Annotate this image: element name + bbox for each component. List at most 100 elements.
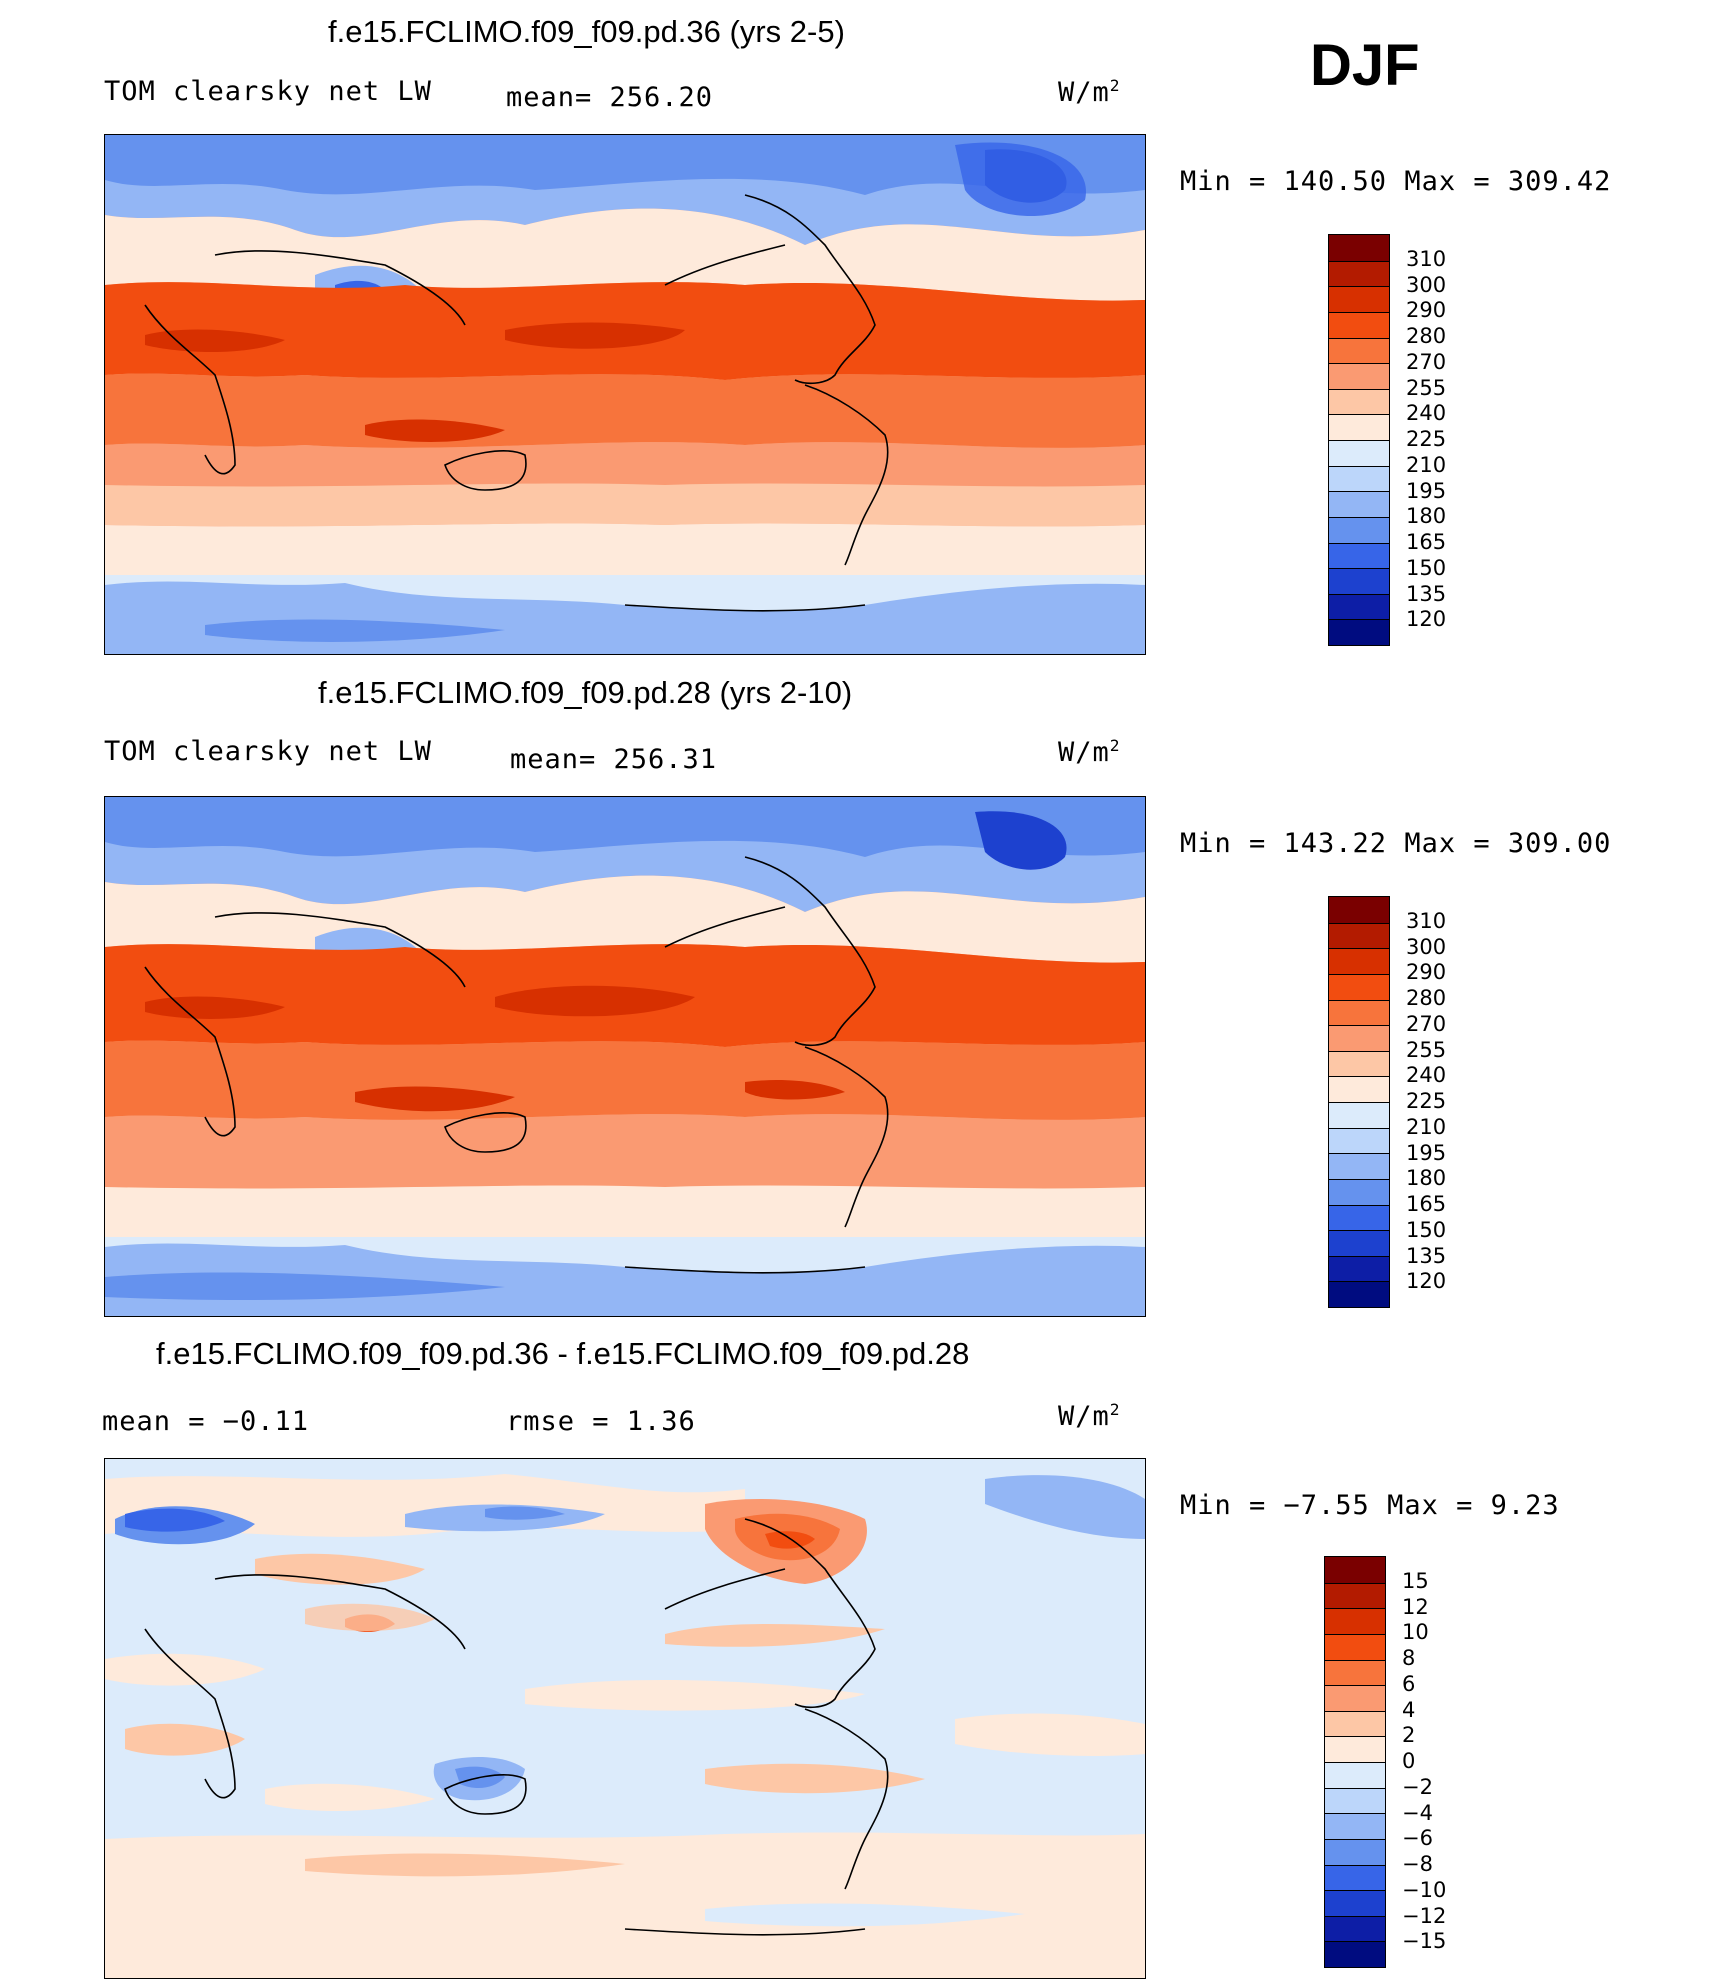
colorbar-swatch (1329, 1204, 1389, 1231)
units-label: W/m2 (1058, 76, 1121, 108)
colorbar-swatch (1325, 1864, 1385, 1891)
colorbar-swatch (1329, 542, 1389, 569)
colorbar-tick-label: 310 (1406, 246, 1447, 271)
colorbar-swatch (1325, 1608, 1385, 1634)
min-max-label: Min = −7.55 Max = 9.23 (1180, 1490, 1560, 1521)
colorbar-tick-label: 255 (1406, 1037, 1447, 1062)
colorbar-swatch (1325, 1890, 1385, 1916)
colorbar-tick-label: 6 (1402, 1671, 1416, 1696)
units-label: W/m2 (1058, 736, 1121, 768)
colorbar-tick-label: 240 (1406, 401, 1447, 426)
colorbar-swatch (1329, 1153, 1389, 1179)
colorbar-tick-label: −2 (1402, 1774, 1433, 1799)
colorbar-swatch (1325, 1941, 1385, 1967)
colorbar-tick-label: 210 (1406, 452, 1447, 477)
colorbar-swatch (1329, 922, 1389, 949)
colorbar-tick-label: 270 (1406, 349, 1447, 374)
colorbar-tick-label: 165 (1406, 1192, 1447, 1216)
colorbar-tick-label: −10 (1402, 1877, 1447, 1902)
min-max-label: Min = 143.22 Max = 309.00 (1180, 828, 1612, 859)
colorbar-swatch (1325, 1557, 1385, 1583)
colorbar-tick-label: 290 (1406, 298, 1447, 323)
colorbar-swatch (1329, 465, 1389, 492)
colorbar-swatch (1329, 619, 1389, 645)
map-plot (104, 134, 1146, 655)
colorbar-tick-label: 195 (1406, 1140, 1447, 1165)
colorbar-tick-label: 225 (1406, 1089, 1447, 1113)
colorbar-tick-label: 135 (1406, 1243, 1447, 1268)
colorbar-tick-label: −15 (1402, 1929, 1447, 1954)
colorbar-swatch (1325, 1582, 1385, 1609)
colorbar-swatch (1329, 568, 1389, 594)
units-label: W/m2 (1058, 1400, 1121, 1432)
colorbar-tick-label: 150 (1406, 1217, 1447, 1242)
colorbar-swatch (1325, 1685, 1385, 1711)
colorbar-swatch (1325, 1633, 1385, 1660)
colorbar-swatch (1329, 337, 1389, 364)
colorbar-tick-label: 180 (1406, 1166, 1447, 1191)
colorbar-tick-label: 195 (1406, 478, 1447, 503)
colorbar-swatch (1329, 1178, 1389, 1205)
colorbar-swatch (1329, 235, 1389, 261)
colorbar-swatch (1329, 1076, 1389, 1102)
colorbar-tick-label: 8 (1402, 1646, 1416, 1670)
colorbar-swatch (1325, 1813, 1385, 1839)
colorbar-tick-label: 4 (1402, 1697, 1416, 1722)
colorbar-swatch (1329, 897, 1389, 923)
colorbar-swatch (1325, 1787, 1385, 1814)
colorbar-swatch (1329, 948, 1389, 974)
variable-label: TOM clearsky net LW (104, 76, 432, 107)
panel-title: f.e15.FCLIMO.f09_f09.pd.36 - f.e15.FCLIM… (156, 1336, 970, 1371)
colorbar-swatch (1329, 414, 1389, 440)
colorbar-tick-label: 300 (1406, 934, 1447, 959)
colorbar-tick-label: 12 (1402, 1594, 1429, 1619)
colorbar (1324, 1556, 1386, 1968)
colorbar-swatch (1325, 1659, 1385, 1686)
map-field (105, 1459, 1145, 1978)
colorbar-swatch (1329, 516, 1389, 543)
colorbar-tick-label: 120 (1406, 1269, 1447, 1294)
colorbar-swatch (1329, 440, 1389, 466)
colorbar-tick-label: 2 (1402, 1723, 1416, 1748)
map-field (105, 135, 1145, 654)
mean-label: mean= 256.31 (510, 744, 718, 775)
colorbar-swatch (1325, 1736, 1385, 1762)
colorbar-tick-label: 310 (1406, 908, 1447, 933)
colorbar-tick-label: 15 (1402, 1568, 1429, 1593)
colorbar-tick-label: 290 (1406, 960, 1447, 985)
colorbar-tick-label: 280 (1406, 986, 1447, 1010)
colorbar-swatch (1329, 1281, 1389, 1307)
rmse-label: rmse = 1.36 (506, 1406, 696, 1437)
colorbar-tick-label: 135 (1406, 581, 1447, 606)
colorbar-swatch (1329, 1127, 1389, 1154)
map-plot (104, 1458, 1146, 1979)
colorbar-swatch (1329, 286, 1389, 312)
colorbar-swatch (1329, 593, 1389, 620)
colorbar-swatch (1329, 491, 1389, 517)
colorbar-tick-label: 280 (1406, 324, 1447, 348)
colorbar-swatch (1329, 973, 1389, 1000)
colorbar (1328, 234, 1390, 646)
map-plot (104, 796, 1146, 1317)
colorbar-tick-label: −4 (1402, 1800, 1433, 1825)
mean-label: mean = −0.11 (102, 1406, 310, 1437)
colorbar-swatch (1329, 311, 1389, 338)
colorbar-tick-label: −6 (1402, 1826, 1433, 1851)
colorbar-swatch (1329, 1102, 1389, 1128)
min-max-label: Min = 140.50 Max = 309.42 (1180, 166, 1612, 197)
colorbar-swatch (1329, 1025, 1389, 1051)
colorbar-swatch (1325, 1762, 1385, 1788)
map-field (105, 797, 1145, 1316)
colorbar-tick-label: 255 (1406, 375, 1447, 400)
colorbar-tick-label: 270 (1406, 1011, 1447, 1036)
colorbar-tick-label: 180 (1406, 504, 1447, 529)
colorbar-swatch (1329, 1050, 1389, 1077)
colorbar-swatch (1329, 363, 1389, 389)
colorbar-swatch (1329, 1230, 1389, 1256)
panel-title: f.e15.FCLIMO.f09_f09.pd.36 (yrs 2-5) (328, 14, 845, 49)
colorbar-tick-label: 150 (1406, 555, 1447, 580)
colorbar-tick-label: 120 (1406, 607, 1447, 632)
colorbar-swatch (1329, 1255, 1389, 1282)
colorbar-tick-label: 300 (1406, 272, 1447, 297)
colorbar-tick-label: 225 (1406, 427, 1447, 451)
